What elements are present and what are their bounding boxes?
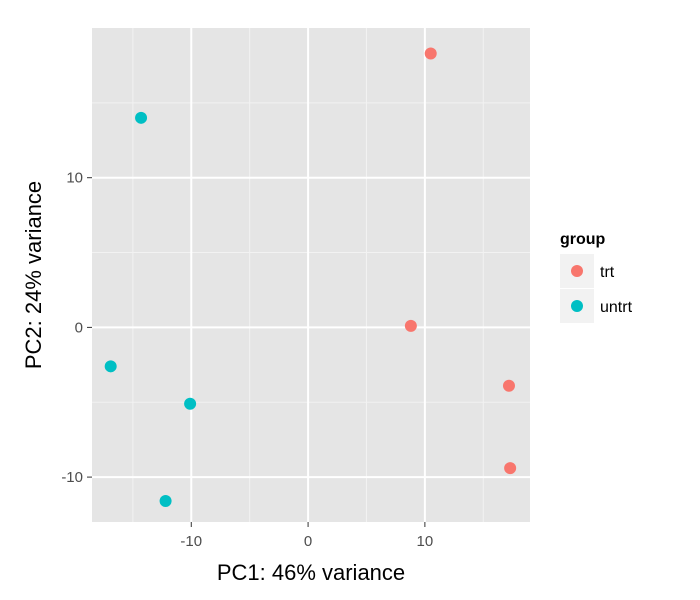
y-axis-ticks: -10 0 10 — [61, 170, 92, 486]
plot-panel — [92, 28, 530, 522]
point-untrt — [184, 397, 197, 410]
y-tick-label: 10 — [66, 170, 83, 187]
x-tick-label: 0 — [304, 533, 312, 550]
x-axis-ticks: -10 0 10 — [180, 522, 433, 550]
point-trt — [424, 47, 437, 60]
x-axis-title: PC1: 46% variance — [217, 560, 405, 585]
x-tick-label: 10 — [417, 533, 434, 550]
data-points — [104, 47, 517, 508]
legend-title: group — [560, 231, 606, 248]
point-trt — [504, 462, 517, 475]
legend-swatch-trt — [571, 265, 583, 277]
y-axis-title: PC2: 24% variance — [21, 181, 46, 369]
legend: group trt untrt — [560, 231, 633, 323]
minor-gridlines — [92, 28, 530, 522]
major-gridlines — [92, 28, 530, 522]
point-untrt — [135, 111, 148, 124]
point-untrt — [104, 360, 117, 373]
y-tick-label: 0 — [75, 319, 83, 336]
point-untrt — [159, 495, 172, 508]
point-trt — [404, 319, 417, 332]
legend-label-trt: trt — [600, 264, 615, 281]
x-tick-label: -10 — [180, 533, 202, 550]
legend-label-untrt: untrt — [600, 299, 633, 316]
legend-swatch-untrt — [571, 300, 583, 312]
legend-items: trt untrt — [560, 254, 633, 323]
point-trt — [502, 379, 515, 392]
y-tick-label: -10 — [61, 469, 83, 486]
